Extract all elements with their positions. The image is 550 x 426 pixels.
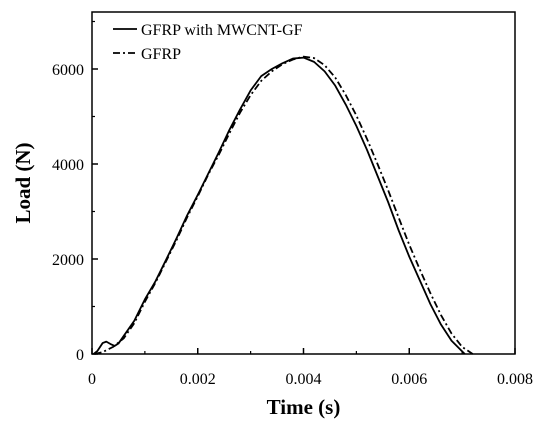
x-tick-label: 0.004	[286, 371, 322, 388]
y-tick-label: 4000	[52, 157, 84, 174]
plot-area-frame	[91, 11, 516, 355]
y-axis-title: Load (N)	[11, 142, 35, 223]
y-tick-label: 0	[76, 347, 84, 364]
x-axis-title: Time (s)	[267, 395, 341, 419]
y-axis-ticks: 0 2000 4000 6000	[52, 20, 98, 364]
x-axis-ticks: 0 0.002 0.004 0.006 0.008	[88, 348, 533, 388]
y-tick-label: 6000	[52, 62, 84, 79]
x-tick-label: 0.002	[180, 371, 216, 388]
x-tick-label: 0.006	[391, 371, 427, 388]
legend-label-gfrp-mwcnt-gf: GFRP with MWCNT-GF	[141, 22, 303, 39]
series-line-1	[94, 55, 474, 355]
legend: GFRP with MWCNT-GF GFRP	[113, 22, 303, 63]
series-lines	[93, 55, 474, 355]
x-tick-label: 0	[88, 371, 96, 388]
series-line-0	[93, 56, 466, 355]
x-tick-label: 0.008	[497, 371, 533, 388]
y-tick-label: 2000	[52, 252, 84, 269]
legend-label-gfrp: GFRP	[141, 46, 181, 63]
